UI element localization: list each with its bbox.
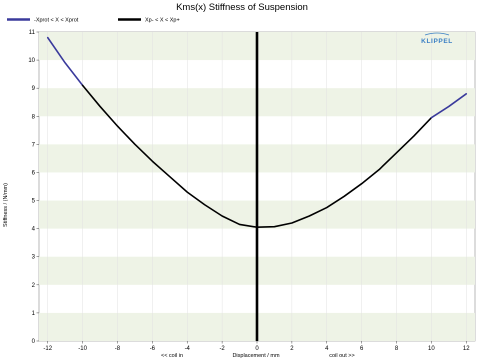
y-tick-label: 10 xyxy=(28,58,35,64)
x-tick-label: 4 xyxy=(325,346,329,352)
series-line-0 xyxy=(46,36,84,87)
x-tick-label: -4 xyxy=(185,346,191,352)
y-tick-label: 5 xyxy=(32,199,36,205)
chart-title: Kms(x) Stiffness of Suspension xyxy=(176,2,308,13)
logo-arc xyxy=(424,32,450,36)
x-axis-label: Displacement / mm xyxy=(232,353,279,359)
y-tick-label: 6 xyxy=(32,170,36,176)
x-tick-label: 12 xyxy=(463,346,470,352)
x-note-coil-in: << coil in xyxy=(161,353,183,359)
x-axis-ticks: -12 -10 -8 -6 -4 -2 0 2 4 6 8 10 12 xyxy=(43,341,470,352)
series-line-2 xyxy=(430,93,468,119)
x-tick-label: -10 xyxy=(78,346,87,352)
y-axis-ticks: 0 1 2 3 4 5 6 7 8 9 10 11 xyxy=(28,30,39,345)
legend-label: -Xprot < X < Xprot xyxy=(34,18,79,24)
y-tick-label: 3 xyxy=(32,255,36,261)
y-tick-label: 9 xyxy=(32,86,36,92)
x-tick-label: -12 xyxy=(43,346,52,352)
y-tick-label: 7 xyxy=(32,142,36,148)
y-tick-label: 4 xyxy=(32,227,36,233)
y-tick-label: 1 xyxy=(32,311,36,317)
x-tick-label: 10 xyxy=(428,346,435,352)
x-tick-label: 0 xyxy=(255,346,259,352)
x-tick-label: 6 xyxy=(360,346,364,352)
x-tick-label: 8 xyxy=(395,346,399,352)
klippel-logo: KLIPPEL xyxy=(421,32,453,45)
y-tick-label: 0 xyxy=(32,339,36,345)
legend: -Xprot < X < Xprot Xp- < X < Xp+ xyxy=(7,18,180,24)
y-tick-label: 11 xyxy=(29,30,36,36)
x-tick-label: -6 xyxy=(150,346,156,352)
y-axis-label: Stiffness / (N/mm) xyxy=(3,183,9,227)
x-tick-label: -2 xyxy=(219,346,225,352)
y-tick-label: 2 xyxy=(32,283,36,289)
logo-text: KLIPPEL xyxy=(421,38,453,45)
y-tick-label: 8 xyxy=(32,114,36,120)
x-tick-label: -8 xyxy=(115,346,121,352)
legend-label: Xp- < X < Xp+ xyxy=(145,18,180,24)
x-tick-label: 2 xyxy=(290,346,294,352)
x-note-coil-out: coil out >> xyxy=(329,353,354,359)
